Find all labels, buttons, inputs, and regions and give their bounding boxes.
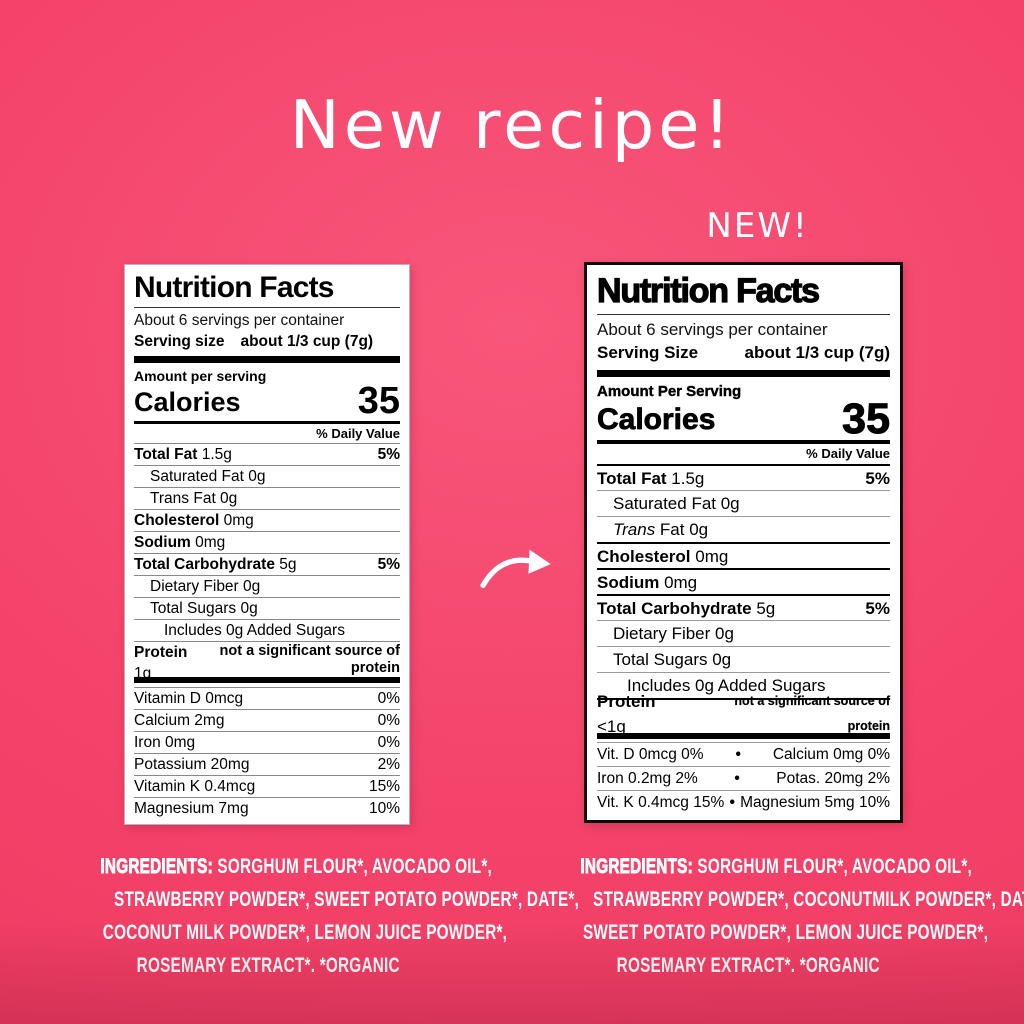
ingredient-line: ROSEMARY EXTRACT*. *ORGANIC — [136, 954, 400, 977]
old-amount-per-serving: Amount per serving — [134, 367, 267, 384]
nutrient-row-trans-fat: Trans Fat 0g — [134, 487, 400, 509]
new-serving-size-row: Serving Size about 1/3 cup (7g) — [597, 341, 890, 365]
new-daily-value-header: % Daily Value — [806, 445, 890, 461]
new-label-title: Nutrition Facts — [596, 271, 890, 315]
ingredients-list-old: INGREDIENTS: SORGHUM FLOUR*, AVOCADO OIL… — [28, 850, 580, 982]
new-calories-value: 35 — [842, 394, 891, 443]
thick-divider-bar — [134, 677, 400, 683]
micronutrient-dual-row-1: Vit. D 0mcg 0% • Calcium 0mg 0% — [597, 742, 890, 766]
protein-note: not a significant source of protein — [734, 694, 890, 734]
nutrient-row-dietary-fiber: Dietary Fiber 0g — [134, 575, 400, 597]
old-label-title: Nutrition Facts — [134, 270, 400, 308]
nutrient-row-total-fat: Total Fat 1.5g 5% — [134, 443, 400, 465]
old-calories-value: 35 — [357, 379, 400, 422]
new-serving-size-value: about 1/3 cup (7g) — [744, 343, 890, 362]
nutrient-row-cholesterol: Cholesterol 0mg — [134, 509, 400, 531]
bullet-separator: • — [729, 794, 735, 812]
ingredient-line: STRAWBERRY POWDER*, SWEET POTATO POWDER*… — [114, 888, 580, 911]
old-nutrition-label: Nutrition Facts About 6 servings per con… — [124, 264, 410, 825]
ingredient-line: STRAWBERRY POWDER*, COCONUTMILK POWDER*,… — [593, 888, 1024, 911]
ingredient-line: ROSEMARY EXTRACT*. *ORGANIC — [616, 954, 880, 977]
nutrient-row-total-sugars: Total Sugars 0g — [597, 645, 890, 672]
micronutrient-row-iron: Iron 0mg 0% — [134, 731, 400, 753]
nutrient-row-protein: Protein <1g not a significant source of … — [597, 692, 890, 736]
micronutrient-row-magnesium: Magnesium 7mg 10% — [134, 797, 400, 819]
thick-divider-bar — [597, 732, 890, 740]
nutrient-row-saturated-fat: Saturated Fat 0g — [134, 465, 400, 487]
protein-note: not a significant source of protein — [219, 643, 400, 677]
old-servings-per-container: About 6 servings per container — [134, 312, 345, 329]
nutrient-row-trans-fat: Trans Fat 0g — [597, 515, 890, 542]
curved-arrow-icon — [480, 549, 551, 588]
nutrient-row-total-carbohydrate: Total Carbohydrate 5g 5% — [597, 593, 890, 620]
ingredient-line: INGREDIENTS: SORGHUM FLOUR*, AVOCADO OIL… — [100, 855, 493, 879]
micronutrient-dual-row-2: Iron 0.2mg 2% • Potas. 20mg 2% — [597, 766, 890, 790]
nutrient-row-sodium: Sodium 0mg — [134, 531, 400, 553]
old-daily-value-header: % Daily Value — [316, 426, 400, 442]
old-calories-row: Calories 35 — [134, 379, 400, 422]
old-serving-size-label: Serving size — [134, 333, 225, 350]
ingredients-prefix: INGREDIENTS: — [580, 855, 693, 879]
nutrient-row-total-sugars: Total Sugars 0g — [134, 597, 400, 619]
bullet-separator: • — [734, 770, 740, 788]
ingredients-list-new: INGREDIENTS: SORGHUM FLOUR*, AVOCADO OIL… — [508, 850, 1024, 982]
micronutrient-dual-row-3: Vit. K 0.4mcg 15% • Magnesium 5mg 10% — [597, 790, 890, 814]
ingredient-line: COCONUT MILK POWDER*, LEMON JUICE POWDER… — [102, 921, 508, 944]
micronutrient-row-vitamin-k: Vitamin K 0.4mcg 15% — [134, 775, 400, 797]
old-serving-size-row: Serving size about 1/3 cup (7g) — [134, 331, 400, 352]
nutrient-row-added-sugars: Includes 0g Added Sugars — [134, 619, 400, 641]
new-servings-per-container: About 6 servings per container — [597, 320, 828, 339]
thick-divider-bar — [597, 370, 890, 377]
old-serving-size-value: about 1/3 cup (7g) — [240, 333, 374, 350]
bullet-separator: • — [735, 746, 741, 764]
ingredient-line: INGREDIENTS: SORGHUM FLOUR*, AVOCADO OIL… — [580, 855, 973, 879]
ingredients-prefix: INGREDIENTS: — [100, 855, 213, 879]
new-calories-row: Calories 35 — [597, 394, 891, 443]
nutrient-row-total-carbohydrate: Total Carbohydrate 5g 5% — [134, 553, 400, 575]
nutrient-row-protein: Protein 1g not a significant source of p… — [134, 641, 400, 683]
micronutrient-row-vitamin-d: Vitamin D 0mcg 0% — [134, 687, 400, 709]
new-nutrition-label: Nutrition Facts About 6 servings per con… — [584, 262, 903, 823]
nutrient-row-sodium: Sodium 0mg — [597, 567, 890, 594]
medium-divider-bar — [134, 420, 400, 425]
nutrient-row-cholesterol: Cholesterol 0mg — [597, 541, 890, 568]
new-badge: NEW! — [706, 206, 809, 246]
medium-divider-bar — [597, 439, 890, 444]
new-amount-per-serving: Amount Per Serving — [597, 382, 742, 400]
nutrient-row-dietary-fiber: Dietary Fiber 0g — [597, 619, 890, 646]
micronutrient-row-calcium: Calcium 2mg 0% — [134, 709, 400, 731]
old-calories-label: Calories — [134, 386, 241, 417]
headline-title: New recipe! — [289, 86, 735, 164]
new-serving-size-label: Serving Size — [597, 343, 699, 362]
thick-divider-bar — [134, 356, 400, 363]
nutrient-row-added-sugars: Includes 0g Added Sugars — [597, 671, 890, 698]
micronutrient-row-potassium: Potassium 20mg 2% — [134, 753, 400, 775]
nutrient-row-total-fat: Total Fat 1.5g 5% — [597, 463, 890, 490]
new-calories-label: Calories — [597, 402, 716, 437]
nutrient-row-saturated-fat: Saturated Fat 0g — [597, 489, 890, 516]
ingredient-line: SWEET POTATO POWDER*, LEMON JUICE POWDER… — [582, 921, 989, 944]
